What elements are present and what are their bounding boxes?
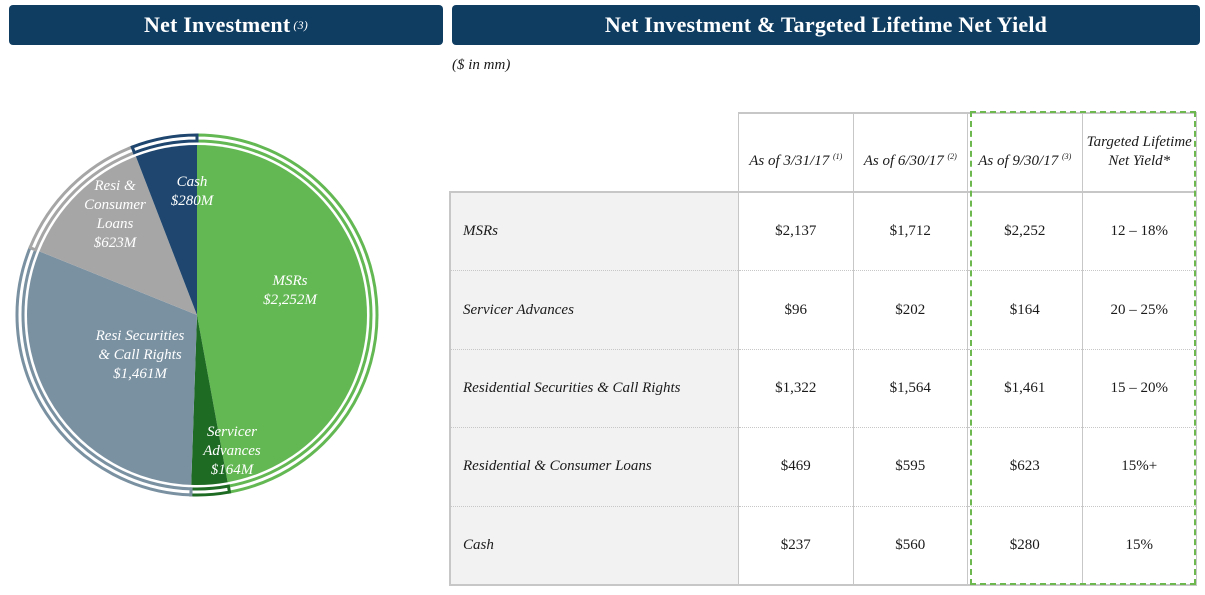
pie-ring-segment — [189, 484, 232, 497]
pie-slice — [191, 315, 228, 485]
pie-ring-segment — [130, 133, 199, 155]
table-cell: $280 — [967, 505, 1083, 586]
column-header-note: (3) — [1061, 152, 1072, 161]
table-cell: $469 — [738, 427, 854, 507]
pie-slice-label-line: $164M — [211, 462, 255, 478]
row-label: Cash — [449, 505, 739, 586]
table-row: Servicer Advances $96 $202 $164 20 – 25% — [449, 270, 1197, 350]
column-header: Targeted Lifetime Net Yield* — [1081, 112, 1197, 193]
row-label: Servicer Advances — [449, 270, 739, 350]
pie-slice-label-line: & Call Rights — [98, 347, 182, 363]
row-label: Residential & Consumer Loans — [449, 427, 739, 507]
net-investment-banner: Net Investment (3) — [9, 5, 443, 45]
pie-slice-label: MSRs $2,252M — [263, 273, 318, 308]
pie-slice-label-line: $1,461M — [113, 366, 168, 382]
pie-slice-label-line: Resi Securities — [95, 328, 185, 344]
column-header-label: As of 3/31/17 — [749, 153, 830, 169]
column-header: As of 9/30/17 (3) — [967, 112, 1083, 193]
table-cell: 15% — [1081, 505, 1197, 586]
row-label: Residential Securities & Call Rights — [449, 348, 739, 429]
column-header: As of 3/31/17 (1) — [738, 112, 854, 193]
table-cell: $623 — [967, 427, 1083, 507]
column-header-note: (1) — [832, 152, 843, 161]
column-header-label: Targeted Lifetime Net Yield* — [1086, 134, 1192, 169]
table-cell: 20 – 25% — [1081, 270, 1197, 350]
table-cell: 15%+ — [1081, 427, 1197, 507]
pie-slice-label-line: Servicer — [207, 424, 257, 440]
net-investment-pie-chart: MSRs $2,252M Servicer Advances $164M Resi Sec… — [15, 133, 379, 497]
pie-slice-label: Servicer Advances $164M — [202, 424, 261, 478]
table-cell: $2,252 — [967, 191, 1083, 272]
pie-slice-label: Resi & Consumer Loans $623M — [84, 178, 146, 251]
column-header-label: As of 9/30/17 — [978, 153, 1059, 169]
pie-slice-label-line: $280M — [171, 193, 215, 209]
row-label-header — [450, 113, 739, 193]
table-cell: $2,137 — [738, 191, 854, 272]
banner-title: Net Investment — [144, 12, 291, 37]
pie-slice-label: Cash $280M — [171, 174, 215, 209]
row-label: MSRs — [449, 191, 739, 272]
pie-slice — [26, 251, 198, 485]
pie-slice — [135, 145, 197, 315]
net-yield-banner: Net Investment & Targeted Lifetime Net Y… — [452, 5, 1200, 45]
pie-slice-label-line: Loans — [96, 216, 134, 232]
table-row: Cash $237 $560 $280 15% — [449, 505, 1197, 586]
net-investment-table: As of 3/31/17 (1) As of 6/30/17 (2) As o… — [449, 112, 1197, 586]
column-header: As of 6/30/17 (2) — [852, 112, 968, 193]
pie-slice-label-line: $623M — [94, 235, 138, 251]
pie-slice — [197, 145, 368, 483]
table-cell: $164 — [967, 270, 1083, 350]
table-cell: $1,564 — [852, 348, 968, 429]
table-cell: $202 — [852, 270, 968, 350]
pie-slice — [39, 156, 197, 315]
table-cell: $96 — [738, 270, 854, 350]
pie-slice-label-line: Cash — [177, 174, 208, 190]
banner-footnote: (3) — [293, 17, 308, 32]
table-cell: $560 — [852, 505, 968, 586]
table-header-row: As of 3/31/17 (1) As of 6/30/17 (2) As o… — [450, 112, 1197, 193]
table-row: Residential Securities & Call Rights $1,3… — [449, 348, 1197, 429]
table-body: MSRs $2,137 $1,712 $2,252 12 – 18% Servicer A… — [449, 191, 1197, 586]
pie-slice-label-line: $2,252M — [263, 292, 318, 308]
table-cell: $237 — [738, 505, 854, 586]
column-header-note: (2) — [947, 152, 957, 161]
column-header-label: As of 6/30/17 — [863, 153, 944, 169]
table-row: Residential & Consumer Loans $469 $595 $623… — [449, 427, 1197, 507]
pie-slice-label-line: Consumer — [84, 197, 146, 213]
banner-title: Net Investment & Targeted Lifetime Net Y… — [604, 12, 1048, 37]
units-note: ($ in mm) — [452, 57, 511, 73]
table-cell: $1,322 — [738, 348, 854, 429]
pie-slice-label-line: Advances — [202, 443, 261, 459]
table-cell: $1,712 — [852, 191, 968, 272]
table-cell: 15 – 20% — [1081, 348, 1197, 429]
table-cell: 12 – 18% — [1081, 191, 1197, 272]
table-cell: $1,461 — [967, 348, 1083, 429]
table-row: MSRs $2,137 $1,712 $2,252 12 – 18% — [449, 191, 1197, 272]
pie-slice-label-line: Resi & — [93, 178, 136, 194]
pie-slice-label: Resi Securities & Call Rights $1,461M — [95, 328, 185, 382]
table-cell: $595 — [852, 427, 968, 507]
pie-slice-label-line: MSRs — [272, 273, 308, 289]
